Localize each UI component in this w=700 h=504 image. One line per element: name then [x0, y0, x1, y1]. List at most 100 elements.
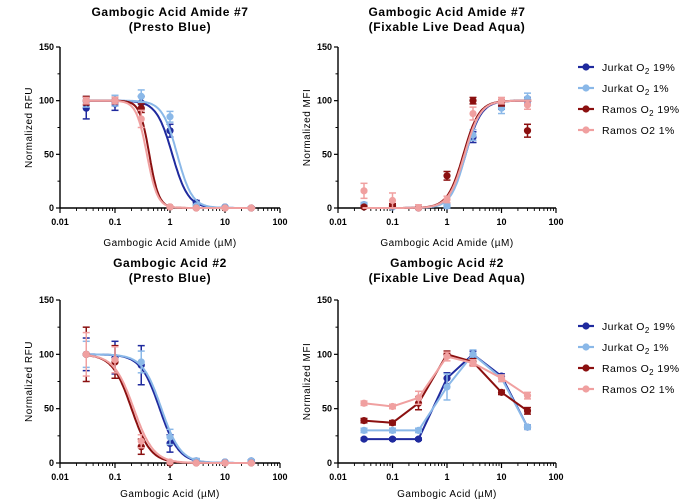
data-point [469, 359, 477, 367]
y-tick-label: 50 [44, 149, 54, 159]
y-tick-label: 0 [49, 458, 54, 468]
data-point [523, 392, 532, 400]
fit-curve [362, 99, 532, 209]
chart-title-line: (Presto Blue) [129, 20, 211, 34]
legend-swatch-marker [582, 343, 590, 351]
x-tick-label: 10 [220, 472, 230, 482]
data-point [523, 127, 532, 135]
y-axis-label: Normalized RFU [24, 341, 35, 422]
legend-label: Ramos O2 1% [602, 384, 675, 396]
chart-title-line: (Fixable Live Dead Aqua) [369, 20, 526, 34]
series-jurkat-o2-19- [360, 350, 532, 443]
y-tick-label: 150 [317, 295, 332, 305]
fit-curve [362, 99, 532, 209]
data-point [388, 435, 397, 443]
legend-swatch-marker [582, 105, 590, 113]
x-tick-label: 1 [444, 217, 449, 227]
y-tick-label: 100 [317, 96, 332, 106]
data-point [469, 109, 477, 118]
x-tick-label: 10 [496, 217, 506, 227]
data-point [523, 101, 532, 109]
data-point [360, 399, 368, 407]
data-point [221, 204, 229, 212]
legend-label: Ramos O2 1% [602, 125, 675, 137]
legend-swatch-marker [582, 322, 590, 330]
chart-bottom-right: Gambogic Acid #2(Fixable Live Dead Aqua)… [302, 256, 564, 500]
y-axis-label: Normalized MFI [302, 89, 313, 167]
data-point [192, 459, 200, 467]
legend-swatch-marker [582, 63, 590, 71]
y-tick-label: 0 [49, 203, 54, 213]
data-point [414, 435, 423, 443]
y-tick-label: 100 [317, 349, 332, 359]
data-point [414, 394, 423, 402]
y-tick-label: 0 [327, 203, 332, 213]
data-point [469, 350, 477, 358]
chart-bottom-left: Gambogic Acid #2(Presto Blue) 0 50 100 150 0.… [24, 256, 288, 500]
y-tick-label: 50 [44, 404, 54, 414]
y-tick-label: 100 [39, 96, 54, 106]
data-point [360, 187, 368, 195]
y-axis-label: Normalized RFU [24, 87, 35, 168]
data-point [497, 388, 506, 396]
x-tick-label: 10 [496, 472, 506, 482]
x-tick-label: 0.01 [51, 217, 69, 227]
chart-title-line: Gambogic Acid Amide #7 [91, 5, 248, 19]
data-point [247, 459, 255, 467]
chart-top-left: Gambogic Acid Amide #7(Presto Blue)05010… [24, 5, 288, 249]
x-axis-label: Gambogic Acid (µM) [397, 489, 497, 500]
legend-label: Jurkat O2 19% [602, 62, 675, 76]
data-point [137, 437, 145, 445]
x-tick-label: 1 [167, 472, 172, 482]
data-point [166, 433, 174, 441]
legend-label: Jurkat O2 1% [602, 83, 669, 97]
data-point [388, 196, 397, 205]
data-point [360, 435, 368, 443]
series-ramos-o2-1- [360, 351, 532, 411]
data-point [137, 115, 145, 123]
legend-bottom: Jurkat O2 19% Jurkat O2 1% Ramos O2 19% Ram… [578, 321, 679, 396]
legend-label: Ramos O2 19% [602, 104, 680, 118]
x-tick-label: 0.01 [51, 472, 69, 482]
data-point [443, 352, 451, 361]
y-tick-label: 50 [322, 404, 332, 414]
x-tick-label: 0.1 [386, 472, 399, 482]
x-tick-label: 0.1 [109, 217, 122, 227]
data-point [166, 203, 174, 211]
chart-top-right: Gambogic Acid Amide #7(Fixable Live Dead… [302, 5, 564, 249]
legend-swatch-marker [582, 84, 590, 92]
data-point [221, 459, 229, 467]
data-point [388, 402, 397, 411]
data-point [137, 358, 145, 366]
series-ramos-o2-19- [360, 96, 532, 212]
legend-swatch-marker [582, 385, 590, 393]
data-point [247, 204, 255, 212]
x-tick-label: 1 [167, 217, 172, 227]
x-axis-label: Gambogic Acid Amide (µM) [103, 238, 236, 249]
y-tick-label: 150 [39, 295, 54, 305]
data-point [111, 97, 119, 105]
series-ramos-o2-1- [360, 96, 532, 212]
x-tick-label: 100 [272, 217, 287, 227]
x-tick-label: 0.01 [329, 472, 347, 482]
data-point [360, 203, 368, 211]
y-tick-label: 150 [317, 42, 332, 52]
chart-title-line: (Presto Blue) [129, 271, 211, 285]
data-point [82, 350, 90, 358]
data-point [414, 204, 423, 212]
data-point [497, 97, 506, 105]
series-jurkat-o2-19- [82, 337, 256, 466]
data-point [388, 426, 397, 434]
legend-label: Jurkat O2 1% [602, 342, 669, 356]
data-point [111, 356, 119, 364]
x-tick-label: 100 [548, 472, 563, 482]
x-axis-label: Gambogic Acid Amide (µM) [380, 238, 513, 249]
chart-title-line: (Fixable Live Dead Aqua) [369, 271, 526, 285]
chart-title-line: Gambogic Acid #2 [390, 256, 504, 270]
series-jurkat-o2-1- [360, 92, 532, 212]
series-ramos-o2-1- [82, 96, 256, 212]
data-point [82, 97, 90, 105]
data-point [523, 407, 532, 415]
y-tick-label: 50 [322, 149, 332, 159]
